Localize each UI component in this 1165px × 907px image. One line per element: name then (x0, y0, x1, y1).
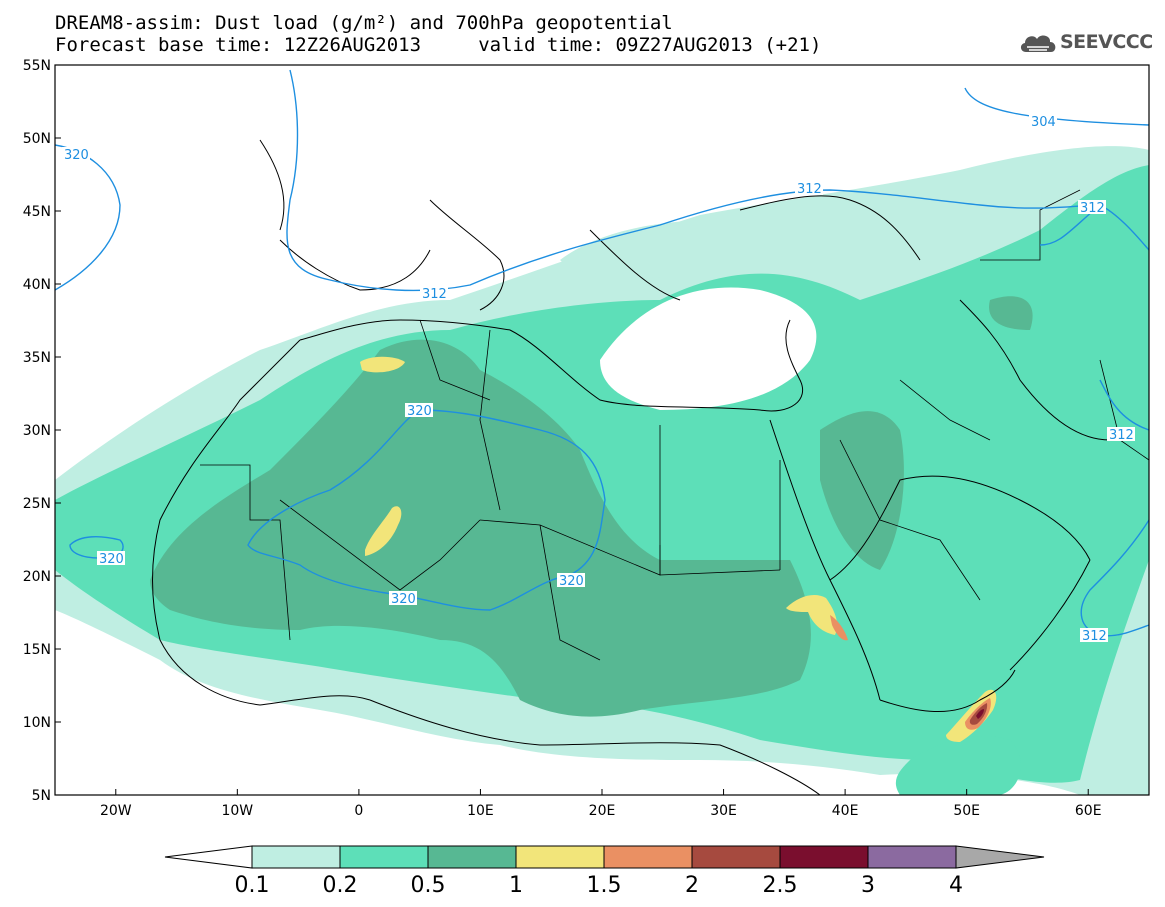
contour-label: 304 (1031, 115, 1056, 130)
lon-tick-label: 10W (221, 803, 253, 819)
colorbar-swatch (867, 845, 957, 869)
coastlines (152, 139, 1111, 795)
map-subtitle: Forecast base time: 12Z26AUG2013 valid t… (55, 34, 822, 56)
lat-tick-label: 40N (23, 277, 51, 293)
lon-tick-label: 60E (1075, 803, 1102, 819)
colorbar-swatch (691, 845, 781, 869)
lat-tick-label: 20N (23, 569, 51, 585)
lon-tick-label: 30E (710, 803, 737, 819)
map-title: DREAM8-assim: Dust load (g/m²) and 700hP… (55, 12, 673, 34)
lat-tick-label: 55N (23, 58, 51, 74)
colorbar-swatch (603, 845, 693, 869)
contour-labels: 320 304 312 312 312 320 320 320 320 312 … (62, 114, 1135, 644)
contour-label: 312 (1080, 201, 1105, 216)
longitude-axis: 20W 10W 0 10E 20E 30E 40E 50E 60E (100, 789, 1102, 819)
lon-tick-label: 20W (100, 803, 132, 819)
logo-text: SEEVCCC (1060, 31, 1153, 53)
latitude-axis: 55N 50N 45N 40N 35N 30N 25N 20N 15N 10N 5N (23, 58, 61, 804)
seevccc-logo: SEEVCCC (1018, 28, 1153, 58)
lon-tick-label: 40E (832, 803, 859, 819)
colorbar-level-label: 4 (949, 873, 963, 898)
low-dust-seas (280, 156, 817, 410)
colorbar-level-label: 1 (509, 873, 523, 898)
colorbar-swatch (427, 845, 517, 869)
colorbar-swatch (515, 845, 605, 869)
contour-label: 312 (1082, 629, 1107, 644)
cloud-icon (1020, 35, 1056, 52)
contour-label: 312 (1109, 428, 1134, 443)
colorbar: 0.1 0.2 0.5 1 1.5 2 2.5 3 4 (164, 845, 1045, 898)
colorbar-swatch (779, 845, 869, 869)
lon-tick-label: 50E (953, 803, 980, 819)
lat-tick-label: 25N (23, 496, 51, 512)
colorbar-swatch (339, 845, 429, 869)
colorbar-left-arrow (164, 845, 253, 869)
colorbar-level-label: 2 (685, 873, 699, 898)
contour-label: 320 (407, 404, 432, 419)
lat-tick-label: 35N (23, 350, 51, 366)
colorbar-level-label: 2.5 (763, 873, 798, 898)
lon-tick-label: 20E (589, 803, 616, 819)
lat-tick-label: 5N (32, 788, 51, 804)
lat-tick-label: 15N (23, 642, 51, 658)
lon-tick-label: 10E (467, 803, 494, 819)
colorbar-level-label: 3 (861, 873, 875, 898)
contour-label: 320 (99, 552, 124, 567)
colorbar-level-label: 0.2 (323, 873, 358, 898)
dust-level-0-5 (150, 296, 1033, 717)
colorbar-level-label: 0.1 (235, 873, 270, 898)
contour-label: 320 (391, 592, 416, 607)
colorbar-swatch (251, 845, 341, 869)
dust-level-2-5 (976, 709, 984, 719)
map-content: 320 304 312 312 312 320 320 320 320 312 … (55, 69, 1149, 795)
colorbar-level-label: 0.5 (411, 873, 446, 898)
contour-label: 320 (64, 148, 89, 163)
dust-level-0-2 (55, 165, 1149, 795)
contour-label: 320 (559, 574, 584, 589)
lat-tick-label: 50N (23, 131, 51, 147)
colorbar-right-arrow (955, 845, 1045, 869)
lat-tick-label: 45N (23, 204, 51, 220)
lat-tick-label: 30N (23, 423, 51, 439)
contour-label: 312 (422, 287, 447, 302)
colorbar-level-label: 1.5 (587, 873, 622, 898)
lon-tick-label: 0 (354, 803, 363, 819)
contour-label: 312 (797, 182, 822, 197)
lat-tick-label: 10N (23, 715, 51, 731)
